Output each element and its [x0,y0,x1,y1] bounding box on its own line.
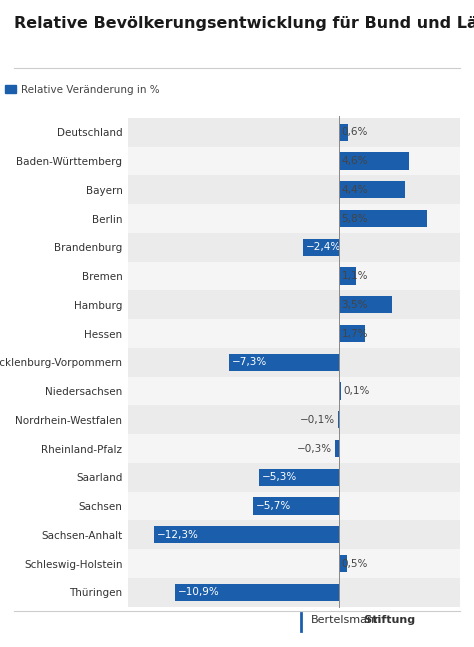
Bar [128,463,460,492]
Bar [339,153,409,170]
Bar [128,406,460,434]
Text: −2,4%: −2,4% [306,242,341,252]
Text: −10,9%: −10,9% [178,587,219,597]
Bar [339,555,346,572]
Bar [128,549,460,578]
Bar [128,147,460,175]
Text: 1,1%: 1,1% [341,271,368,281]
Text: 5,8%: 5,8% [341,214,368,224]
Bar [339,325,365,342]
Bar [128,578,460,607]
Bar [259,468,339,486]
Bar [128,233,460,261]
Text: Stiftung: Stiftung [310,615,416,625]
Text: Relative Bevölkerungsentwicklung für Bund und Länder bis 2040: Relative Bevölkerungsentwicklung für Bun… [14,16,474,31]
Text: −0,3%: −0,3% [296,444,332,454]
Text: Bertelsmann: Bertelsmann [310,615,382,625]
Bar [253,498,339,515]
Bar [128,319,460,348]
Bar [339,210,427,227]
Bar [339,181,405,199]
Text: −0,1%: −0,1% [300,415,335,425]
Text: −5,7%: −5,7% [256,501,292,511]
Bar [303,239,339,256]
Bar [128,261,460,291]
Text: 0,5%: 0,5% [341,558,368,569]
Bar [154,526,339,543]
Bar [128,204,460,233]
Text: 0,1%: 0,1% [344,386,370,396]
Bar [335,440,339,457]
Text: 4,6%: 4,6% [341,156,368,166]
Bar [128,434,460,463]
Bar [339,124,348,141]
Legend: Relative Veränderung in %: Relative Veränderung in % [5,85,160,95]
Bar [175,584,339,601]
Text: −12,3%: −12,3% [156,530,199,540]
Bar [128,492,460,520]
Bar [339,296,392,313]
Text: 4,4%: 4,4% [341,185,368,195]
Bar [337,411,339,428]
Text: 3,5%: 3,5% [341,300,368,310]
Bar [128,377,460,406]
Text: 0,6%: 0,6% [341,127,368,137]
Text: −7,3%: −7,3% [232,357,267,367]
Text: 1,7%: 1,7% [341,329,368,338]
Bar [128,175,460,204]
Bar [128,520,460,549]
Text: −5,3%: −5,3% [262,472,298,483]
Bar [339,382,341,400]
Bar [128,118,460,147]
Bar [229,354,339,371]
Bar [339,267,356,285]
Bar [128,348,460,377]
Bar [128,291,460,319]
